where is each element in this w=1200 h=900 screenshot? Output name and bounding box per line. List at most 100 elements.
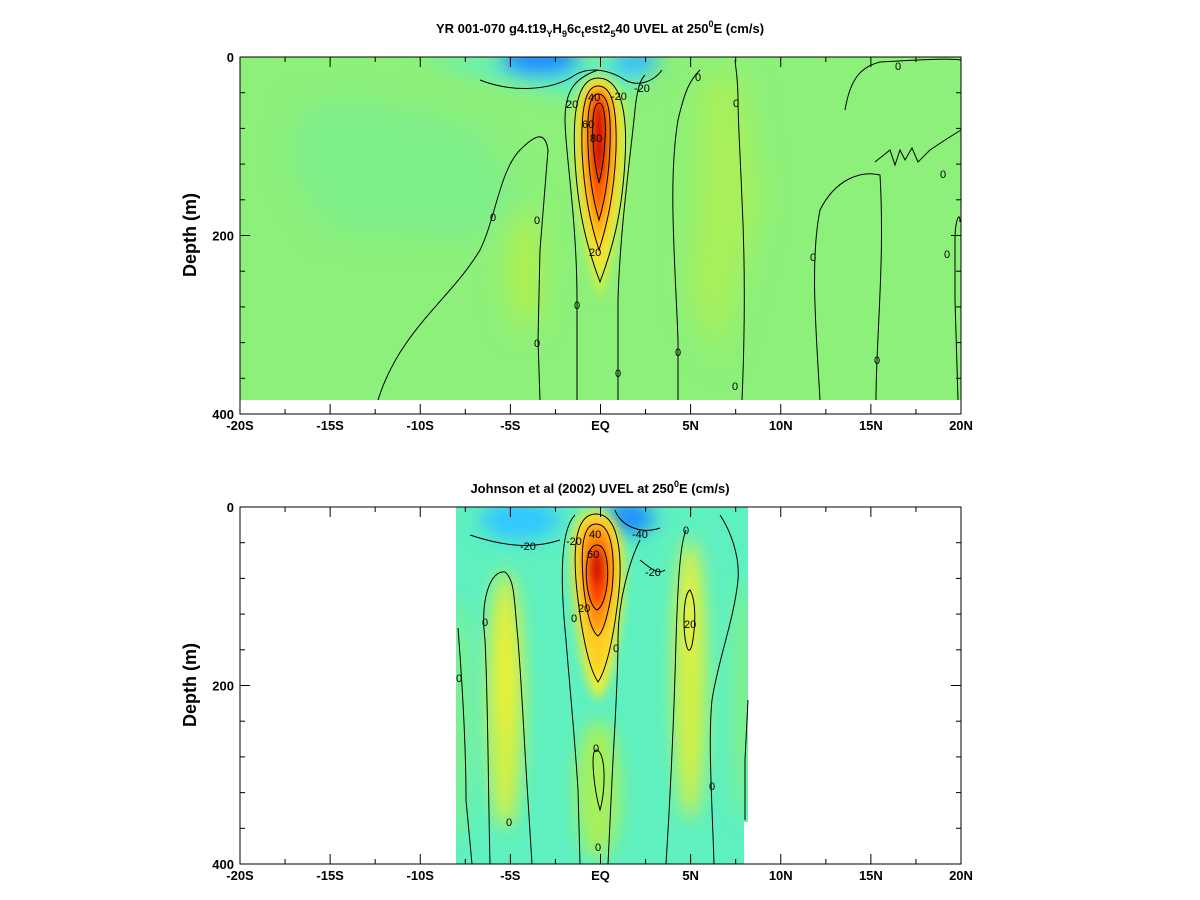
bottom-clabel-20-a: 20: [578, 603, 590, 615]
top-contour-zero-far-east: [954, 216, 961, 401]
bottom-clabel-0-f: 0: [595, 842, 601, 854]
bottom-contour-zero-east: [709, 514, 739, 865]
bottom-clabel-0-c: 0: [506, 817, 512, 829]
top-field-sec-core: [500, 57, 580, 76]
top-contour-20: [573, 77, 627, 284]
bottom-clabel-0-b: 0: [482, 617, 488, 629]
bottom-heatmap-field: [456, 507, 748, 864]
bottom-contour-labels: -20 -20 -40 -20 40 60 20 20 0 0 0 0 0 0 …: [456, 525, 715, 854]
top-clabel-20-a: 20: [566, 99, 578, 111]
bottom-contour-zero-east-edge: [744, 699, 749, 820]
bottom-contour-zero-loop: [592, 749, 605, 812]
bottom-contour-zero-west: [457, 627, 473, 865]
bottom-clabel-0-a: 0: [456, 673, 462, 685]
top-clabel-0-i: 0: [810, 252, 816, 264]
bottom-clabel-neg20-c: -20: [645, 567, 661, 579]
bottom-contour-40: [581, 523, 614, 637]
top-contour-neg20: [479, 69, 663, 89]
bottom-contour-neg40: [614, 509, 661, 531]
bottom-field-west-edge: [456, 600, 468, 840]
bottom-clabel-neg40: -40: [632, 529, 648, 541]
top-x-tick-label: -15S: [316, 418, 344, 433]
top-field-sec-core-east: [611, 57, 659, 74]
top-field-weak-south: [509, 210, 541, 330]
bottom-y-tick-label: 200: [212, 679, 234, 694]
bottom-x-tick-label: 20N: [949, 868, 973, 883]
bottom-x-tick-label: EQ: [591, 868, 610, 883]
top-x-tick-label: 15N: [859, 418, 883, 433]
bottom-contour-neg20-b: [639, 559, 666, 573]
bottom-y-tick-label: 400: [212, 857, 234, 872]
top-clabel-80: 80: [590, 133, 602, 145]
top-chart-title: YR 001-070 g4.t19YH96ctest2540 UVEL at 2…: [436, 19, 764, 39]
top-contour-40: [581, 85, 617, 252]
bottom-contour-zero-central-b: [607, 539, 641, 865]
top-x-tick-label: EQ: [591, 418, 610, 433]
bottom-contours: [457, 509, 749, 865]
bottom-clabel-neg20-b: -20: [566, 536, 582, 548]
bottom-contour-20-eq: [574, 513, 621, 683]
bottom-contour-neg20-a: [469, 534, 561, 546]
bottom-clabel-0-d: 0: [571, 613, 577, 625]
bottom-clabel-neg20-a: -20: [520, 541, 536, 553]
top-contour-zero-central-b: [617, 74, 646, 400]
top-clabel-neg20-a: -20: [634, 83, 650, 95]
bottom-x-tick-label: 15N: [859, 868, 883, 883]
bottom-clabel-0-e: 0: [593, 743, 599, 755]
top-clabel-0-n: 0: [534, 215, 540, 227]
top-contour-60: [587, 93, 611, 222]
bottom-clabel-60: 60: [587, 549, 599, 561]
top-contour-zero-mid: [672, 69, 701, 400]
top-x-tick-label: 10N: [769, 418, 793, 433]
top-contour-zero-east: [814, 173, 882, 401]
top-field-weak-north: [690, 70, 760, 360]
top-y-axis-label: Depth (m): [180, 193, 200, 277]
bottom-x-tick-label: 10N: [769, 868, 793, 883]
top-contour-zero-zigzag: [874, 129, 962, 167]
top-contour-zero-mid-east: [734, 59, 745, 401]
top-contour-zero-west: [377, 136, 549, 401]
bottom-clabel-0-i: 0: [709, 781, 715, 793]
top-contour-zero-northeast: [844, 58, 962, 111]
bottom-y-tick-label: 0: [227, 500, 234, 515]
top-heatmap-field: [240, 57, 961, 400]
top-clabel-0-c: 0: [574, 300, 580, 312]
top-x-tick-label: -10S: [407, 418, 435, 433]
bottom-chart-title: Johnson et al (2002) UVEL at 2500E (cm/s…: [470, 479, 729, 496]
top-clabel-60: 60: [582, 119, 594, 131]
top-clabel-0-e: 0: [675, 347, 681, 359]
top-x-tick-label: 5N: [682, 418, 699, 433]
bottom-x-tick-label: -10S: [407, 868, 435, 883]
top-clabel-0-a: 0: [490, 212, 496, 224]
bottom-contour-zero-sw: [483, 571, 533, 865]
top-y-tick-label: 0: [227, 50, 234, 65]
top-clabel-0-d: 0: [615, 368, 621, 380]
bottom-contour-20-north: [683, 589, 696, 651]
bottom-clabel-0-g: 0: [613, 643, 619, 655]
top-contour-labels: -20 -20 20 40 60 80 20 0 0 0 0 0 0 0 0 0…: [490, 61, 950, 393]
bottom-clabel-40: 40: [589, 529, 601, 541]
bottom-y-axis-label: Depth (m): [180, 643, 200, 727]
bottom-field-euc-core: [591, 550, 603, 586]
top-clabel-0-k: 0: [940, 169, 946, 181]
bottom-x-tick-label: -5S: [500, 868, 521, 883]
bottom-missing-corner: [744, 822, 749, 864]
top-clabel-0-l: 0: [944, 249, 950, 261]
top-field-weak-west: [290, 103, 520, 240]
top-clabel-0-f: 0: [695, 72, 701, 84]
top-clabel-0-h: 0: [732, 381, 738, 393]
bottom-x-tick-label: -15S: [316, 868, 344, 883]
top-y-tick-label: 200: [212, 229, 234, 244]
bottom-field-eq-deep: [576, 720, 620, 860]
top-y-tick-label: 400: [212, 407, 234, 422]
top-clabel-20-b: 20: [589, 247, 601, 259]
bottom-x-tick-label: 5N: [682, 868, 699, 883]
bottom-clabel-20-b: 20: [684, 619, 696, 631]
bottom-field-sec-east: [606, 507, 654, 534]
top-clabel-40: 40: [588, 92, 600, 104]
bottom-contour-zero-mid: [665, 529, 687, 865]
bottom-contour-zero-central-a: [561, 514, 581, 865]
bottom-field-north-band-core: [680, 540, 700, 660]
